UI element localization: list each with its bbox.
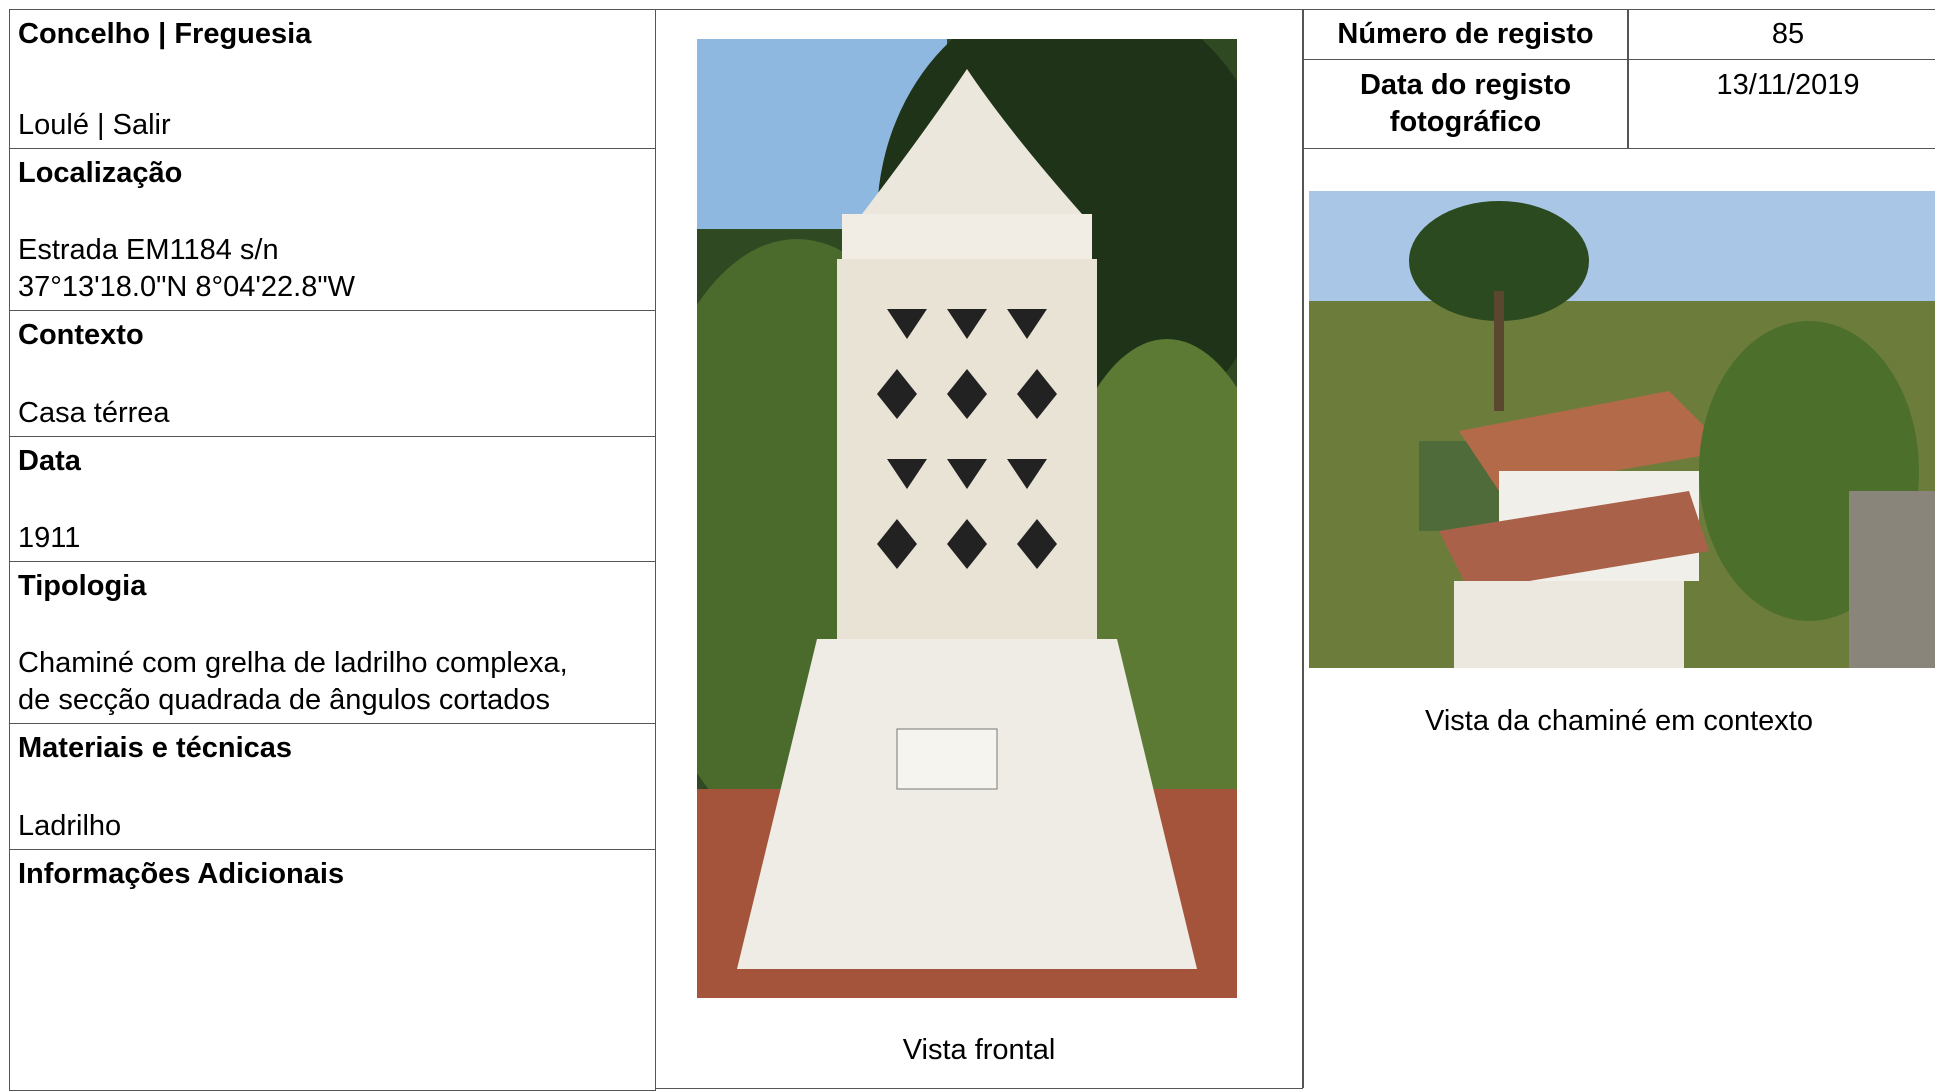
field-label: Contexto	[18, 319, 144, 351]
field-value: Loulé | Salir	[18, 107, 647, 144]
field-value: Estrada EM1184 s/n 37°13'18.0"N 8°04'22.8…	[18, 232, 647, 306]
field-value-line: Casa térrea	[18, 397, 170, 429]
field-value: Ladrilho	[18, 808, 647, 845]
field-value: 1911	[18, 520, 647, 557]
field-value: Casa térrea	[18, 395, 647, 432]
context-caption: Vista da chaminé em contexto	[1425, 705, 1813, 737]
field-label: Tipologia	[18, 570, 147, 602]
field-value-line: Ladrilho	[18, 810, 122, 842]
date-label: Data do registo fotográfico	[1303, 59, 1628, 149]
field-cell: Tipologia Chaminé com grelha de ladrilho …	[9, 561, 656, 724]
field-value-line: 1911	[18, 522, 81, 554]
field-cell: Materiais e técnicas Ladrilho	[9, 723, 656, 850]
context-photo	[1309, 191, 1935, 668]
date-value: 13/11/2019	[1628, 59, 1935, 149]
field-cell: Concelho | Freguesia Loulé | Salir	[9, 9, 656, 149]
front-caption: Vista frontal	[902, 1034, 1056, 1066]
field-label: Concelho | Freguesia	[18, 18, 312, 50]
field-label: Informações Adicionais	[18, 858, 345, 890]
field-cell: Data 1911	[9, 436, 656, 562]
field-label: Localização	[18, 157, 183, 189]
field-value-line: Loulé | Salir	[18, 109, 171, 141]
context-panel	[1303, 148, 1935, 1088]
field-value: Chaminé com grelha de ladrilho complexa,…	[18, 645, 647, 719]
field-value-line: Chaminé com grelha de ladrilho complexa,	[18, 647, 568, 679]
field-cell: Contexto Casa térrea	[9, 310, 656, 437]
field-label: Data	[18, 445, 81, 477]
field-cell: Informações Adicionais	[9, 849, 656, 1091]
field-value-line: Estrada EM1184 s/n	[18, 234, 279, 266]
number-value: 85	[1628, 9, 1935, 60]
field-value-line: 37°13'18.0"N 8°04'22.8"W	[18, 271, 356, 303]
field-label: Materiais e técnicas	[18, 732, 293, 764]
number-label: Número de registo	[1303, 9, 1628, 60]
field-cell: Localização Estrada EM1184 s/n 37°13'18.0"…	[9, 148, 656, 311]
front-photo	[697, 39, 1237, 998]
field-value-line: de secção quadrada de ângulos cortados	[18, 684, 551, 716]
